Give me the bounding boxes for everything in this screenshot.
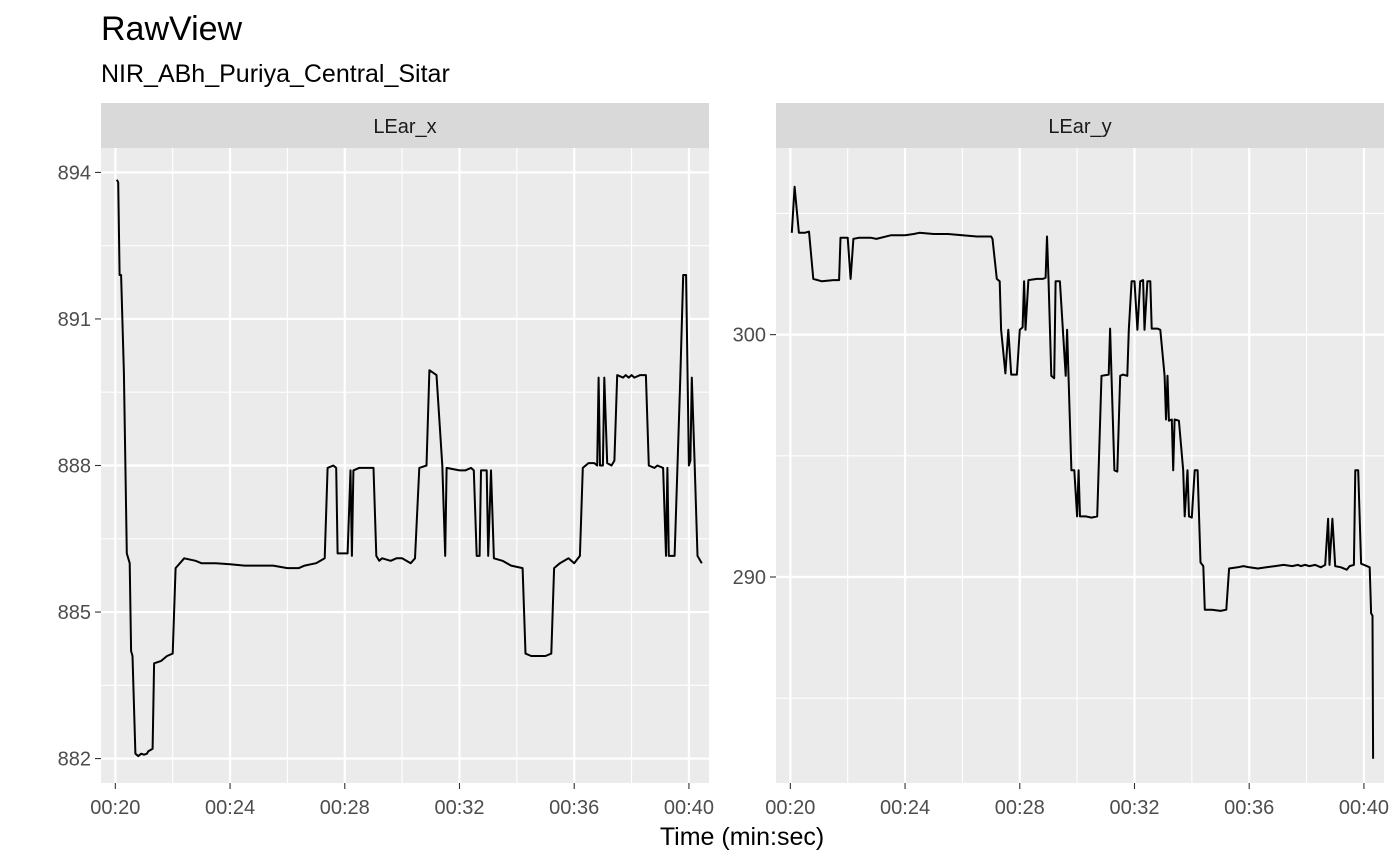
y-tick-label: 888: [58, 456, 91, 478]
y-tick-label: 882: [58, 749, 91, 771]
x-tick-label: 00:40: [664, 797, 714, 819]
x-tick-label: 00:32: [434, 797, 484, 819]
x-tick-label: 00:20: [765, 797, 815, 819]
chart-title: RawView: [101, 10, 243, 48]
x-tick-label: 00:40: [1339, 797, 1389, 819]
x-tick-label: 00:28: [320, 797, 370, 819]
x-axis-title: Time (min:sec): [660, 823, 824, 851]
x-tick-label: 00:28: [995, 797, 1045, 819]
plot-panel: [776, 148, 1384, 783]
facet-panels: LEar_x 882 885 888 891 894 00:20 00:24 00:28 00:3…: [58, 103, 1389, 819]
x-tick-label: 00:32: [1109, 797, 1159, 819]
y-tick-label: 300: [733, 325, 766, 347]
y-tick-label: 894: [58, 162, 91, 184]
facet-strip: [776, 103, 1384, 148]
x-tick-label: 00:36: [1224, 797, 1274, 819]
facet-strip: [101, 103, 709, 148]
facet-panel-2: LEar_y 290 300 00:20 00:24 00:28 00:32 00:36 00:…: [733, 103, 1389, 819]
series-line: [790, 185, 1375, 759]
x-tick-label: 00:20: [90, 797, 140, 819]
series-line: [115, 179, 703, 758]
y-tick-label: 885: [58, 602, 91, 624]
x-tick-label: 00:24: [880, 797, 930, 819]
y-tick-label: 290: [733, 567, 766, 589]
y-tick-label: 891: [58, 309, 91, 331]
x-tick-label: 00:24: [205, 797, 255, 819]
chart-subtitle: NIR_ABh_Puriya_Central_Sitar: [101, 60, 450, 88]
facet-panel-1: LEar_x 882 885 888 891 894 00:20 00:24 00:28 00:3…: [58, 103, 714, 819]
facet-strip-label: LEar_x: [373, 116, 436, 138]
facet-strip-label: LEar_y: [1048, 116, 1111, 138]
x-tick-label: 00:36: [549, 797, 599, 819]
